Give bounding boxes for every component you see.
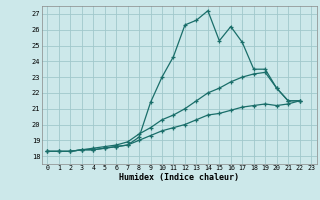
X-axis label: Humidex (Indice chaleur): Humidex (Indice chaleur) <box>119 173 239 182</box>
